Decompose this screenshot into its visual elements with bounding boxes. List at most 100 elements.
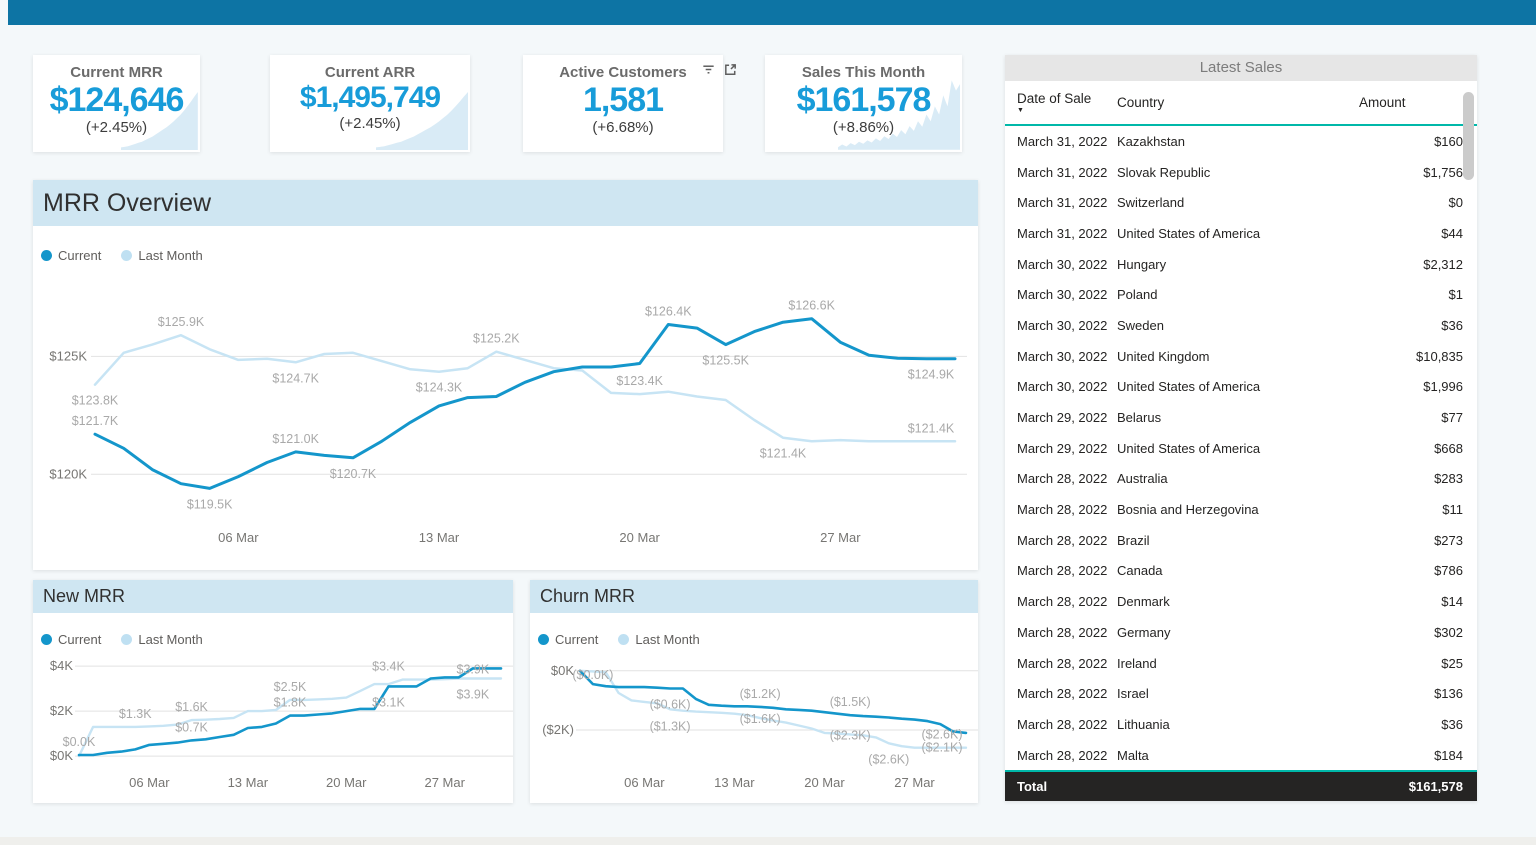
- table-row[interactable]: March 28, 2022 Malta $184: [1005, 739, 1477, 771]
- svg-text:$0.7K: $0.7K: [175, 720, 208, 734]
- svg-text:($1.2K): ($1.2K): [740, 687, 781, 701]
- svg-text:13 Mar: 13 Mar: [419, 530, 460, 545]
- sort-descending-icon: ▼: [1017, 107, 1024, 114]
- popout-icon[interactable]: [723, 62, 738, 77]
- table-row[interactable]: March 31, 2022 Switzerland $0: [1005, 187, 1477, 219]
- table-row[interactable]: March 28, 2022 Israel $136: [1005, 678, 1477, 710]
- svg-text:13 Mar: 13 Mar: [714, 775, 755, 790]
- kpi-sparkline: [121, 91, 198, 150]
- chart-legend: Current Last Month: [538, 632, 700, 647]
- svg-text:$125K: $125K: [49, 348, 87, 363]
- svg-text:06 Mar: 06 Mar: [624, 775, 665, 790]
- svg-text:20 Mar: 20 Mar: [619, 530, 660, 545]
- new-mrr-chart[interactable]: $4K $2K $0K 06 Mar 13 Mar 20 Mar 27 Mar $0.0K $1…: [33, 646, 513, 796]
- table-scrollbar[interactable]: [1463, 92, 1474, 180]
- kpi-card-current-arr[interactable]: Current ARR $1,495,749 (+2.45%): [270, 55, 470, 152]
- svg-text:($2.3K): ($2.3K): [830, 728, 871, 742]
- svg-text:20 Mar: 20 Mar: [804, 775, 845, 790]
- legend-label-last-month: Last Month: [635, 632, 700, 647]
- table-row[interactable]: March 31, 2022 Slovak Republic $1,756: [1005, 156, 1477, 188]
- kpi-title: Sales This Month: [801, 64, 926, 81]
- svg-text:$123.8K: $123.8K: [72, 394, 119, 408]
- svg-text:27 Mar: 27 Mar: [424, 775, 465, 790]
- kpi-title: Current MRR: [70, 64, 163, 81]
- svg-text:$3.4K: $3.4K: [372, 660, 405, 674]
- svg-text:$121.4K: $121.4K: [908, 421, 955, 435]
- kpi-delta: (+6.68%): [592, 119, 654, 137]
- table-row[interactable]: March 30, 2022 United States of America $1…: [1005, 371, 1477, 403]
- svg-text:$125.2K: $125.2K: [473, 332, 520, 346]
- filter-icon[interactable]: [701, 62, 716, 77]
- new-mrr-card[interactable]: New MRR Current Last Month $4K $2K $0K 06 M…: [33, 580, 513, 803]
- legend-label-current: Current: [58, 248, 102, 263]
- table-row[interactable]: March 28, 2022 Bosnia and Herzegovina $11: [1005, 494, 1477, 525]
- svg-text:27 Mar: 27 Mar: [894, 775, 935, 790]
- svg-text:$124.9K: $124.9K: [908, 368, 955, 382]
- svg-text:$124.7K: $124.7K: [272, 371, 319, 385]
- table-row[interactable]: March 28, 2022 Canada $786: [1005, 555, 1477, 587]
- table-row[interactable]: March 31, 2022 Kazakhstan $160: [1005, 126, 1477, 157]
- table-row[interactable]: March 28, 2022 Germany $302: [1005, 617, 1477, 648]
- svg-text:$0K: $0K: [551, 663, 574, 678]
- column-header-date[interactable]: Date of Sale ▼: [1017, 91, 1117, 114]
- kpi-title: Current ARR: [324, 64, 416, 81]
- table-row[interactable]: March 28, 2022 Ireland $25: [1005, 647, 1477, 679]
- svg-text:$3.9K: $3.9K: [457, 662, 490, 676]
- chart-legend: Current Last Month: [41, 632, 203, 647]
- svg-text:$125.5K: $125.5K: [702, 354, 749, 368]
- kpi-title: Active Customers: [559, 64, 687, 81]
- churn-mrr-card[interactable]: Churn MRR Current Last Month $0K ($2K) 06 …: [530, 580, 978, 803]
- kpi-delta: (+2.45%): [339, 114, 401, 132]
- column-header-country[interactable]: Country: [1117, 95, 1165, 110]
- svg-text:$126.6K: $126.6K: [788, 299, 835, 313]
- svg-text:($2.6K): ($2.6K): [922, 728, 963, 742]
- svg-text:$0K: $0K: [50, 748, 73, 763]
- table-title: Latest Sales: [1005, 55, 1477, 81]
- table-row[interactable]: March 28, 2022 Brazil $273: [1005, 524, 1477, 556]
- kpi-value: 1,581: [582, 81, 664, 119]
- mrr-overview-chart[interactable]: $125K $120K 06 Mar 13 Mar 20 Mar 27 Mar $123.8…: [33, 272, 978, 567]
- svg-text:($1.3K): ($1.3K): [650, 720, 691, 734]
- svg-text:$126.4K: $126.4K: [645, 305, 692, 319]
- svg-text:($1.5K): ($1.5K): [830, 695, 871, 709]
- svg-text:$120K: $120K: [49, 466, 87, 481]
- legend-label-current: Current: [58, 632, 102, 647]
- table-row[interactable]: March 28, 2022 Denmark $14: [1005, 586, 1477, 617]
- svg-text:$123.4K: $123.4K: [616, 374, 663, 388]
- table-row[interactable]: March 31, 2022 United States of America $4…: [1005, 218, 1477, 249]
- svg-text:$124.3K: $124.3K: [416, 381, 463, 395]
- legend-dot-current: [538, 634, 549, 645]
- svg-text:($0.0K): ($0.0K): [572, 668, 613, 682]
- table-row[interactable]: March 30, 2022 Poland $1: [1005, 279, 1477, 311]
- kpi-sparkline: [837, 80, 960, 150]
- legend-dot-last-month: [121, 250, 133, 261]
- table-row[interactable]: March 28, 2022 Lithuania $36: [1005, 709, 1477, 740]
- kpi-card-active-customers[interactable]: Active Customers 1,581 (+6.68%): [523, 55, 736, 152]
- table-total-row: Total $161,578: [1005, 770, 1477, 801]
- table-row[interactable]: March 28, 2022 Australia $283: [1005, 463, 1477, 495]
- total-amount: $161,578: [1408, 779, 1463, 794]
- legend-dot-last-month: [618, 634, 630, 645]
- legend-dot-last-month: [121, 634, 133, 645]
- churn-mrr-chart[interactable]: $0K ($2K) 06 Mar 13 Mar 20 Mar 27 Mar ($0.0K) (…: [530, 646, 978, 796]
- table-row[interactable]: March 30, 2022 Sweden $36: [1005, 310, 1477, 341]
- svg-text:$1.6K: $1.6K: [175, 700, 208, 714]
- table-row[interactable]: March 30, 2022 United Kingdom $10,835: [1005, 340, 1477, 372]
- column-header-amount[interactable]: Amount: [1359, 95, 1406, 110]
- svg-text:$119.5K: $119.5K: [187, 497, 233, 511]
- table-row[interactable]: March 29, 2022 Belarus $77: [1005, 402, 1477, 433]
- mrr-overview-card[interactable]: MRR Overview Current Last Month $125K $12…: [33, 180, 978, 570]
- legend-dot-current: [41, 250, 52, 261]
- kpi-card-current-mrr[interactable]: Current MRR $124,646 (+2.45%): [33, 55, 200, 152]
- kpi-delta: (+2.45%): [85, 119, 148, 137]
- latest-sales-card[interactable]: Latest Sales Date of Sale ▼ Country Amou…: [1005, 55, 1477, 801]
- kpi-delta: (+8.86%): [832, 119, 895, 137]
- svg-text:$4K: $4K: [50, 658, 73, 673]
- legend-label-last-month: Last Month: [138, 248, 203, 263]
- table-row[interactable]: March 30, 2022 Hungary $2,312: [1005, 248, 1477, 280]
- svg-text:$1.8K: $1.8K: [274, 696, 307, 710]
- table-row[interactable]: March 29, 2022 United States of America $6…: [1005, 432, 1477, 464]
- svg-text:$3.1K: $3.1K: [372, 695, 405, 709]
- kpi-card-sales-this-month[interactable]: Sales This Month $161,578 (+8.86%): [765, 55, 962, 152]
- svg-text:($2.6K): ($2.6K): [868, 752, 909, 766]
